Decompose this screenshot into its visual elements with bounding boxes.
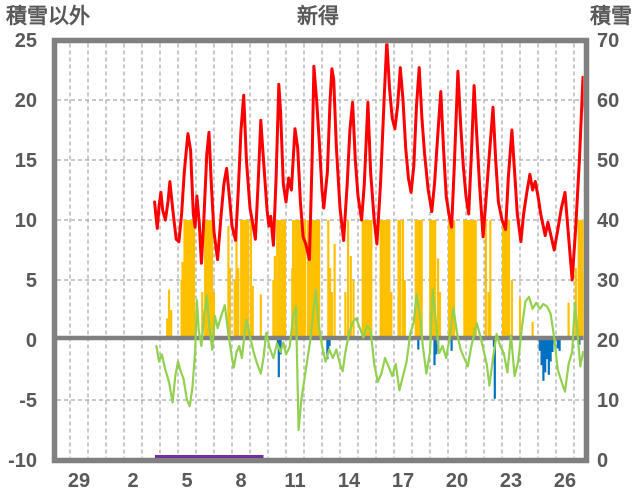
x-axis-tick: 11 <box>284 470 305 492</box>
x-axis-tick: 23 <box>500 470 522 492</box>
x-axis-tick: 26 <box>554 470 576 492</box>
right-axis-tick: 40 <box>597 210 619 232</box>
left-axis-title: 積雪以外 <box>6 5 90 28</box>
green-line <box>155 288 584 432</box>
left-axis-tick: 25 <box>15 30 37 52</box>
x-axis-tick: 2 <box>127 470 138 492</box>
left-axis-tick: 10 <box>15 210 37 232</box>
plot-border <box>51 37 590 464</box>
left-axis-tick: 0 <box>26 330 37 352</box>
right-axis-tick: 70 <box>597 30 619 52</box>
chart-title: 新得 <box>297 5 339 28</box>
left-axis-tick: 15 <box>15 150 37 172</box>
right-axis-tick: 0 <box>597 450 608 472</box>
left-axis-tick: 20 <box>15 90 37 112</box>
right-axis-tick: 50 <box>597 150 619 172</box>
right-axis-tick: 30 <box>597 270 619 292</box>
x-axis-tick: 29 <box>68 470 90 492</box>
right-axis-tick: 10 <box>597 390 619 412</box>
right-axis-tick: 60 <box>597 90 619 112</box>
x-axis-tick: 5 <box>181 470 192 492</box>
x-axis-tick: 20 <box>446 470 468 492</box>
x-axis-tick: 17 <box>392 470 414 492</box>
right-axis-title: 積雪 <box>590 5 632 28</box>
right-axis-tick: 20 <box>597 330 619 352</box>
left-axis-tick: -10 <box>8 450 37 472</box>
left-axis-tick: 5 <box>26 270 37 292</box>
x-axis-tick: 8 <box>235 470 246 492</box>
x-axis-tick: 14 <box>338 470 361 492</box>
left-axis-tick: -5 <box>19 390 37 412</box>
red-line <box>153 43 584 282</box>
